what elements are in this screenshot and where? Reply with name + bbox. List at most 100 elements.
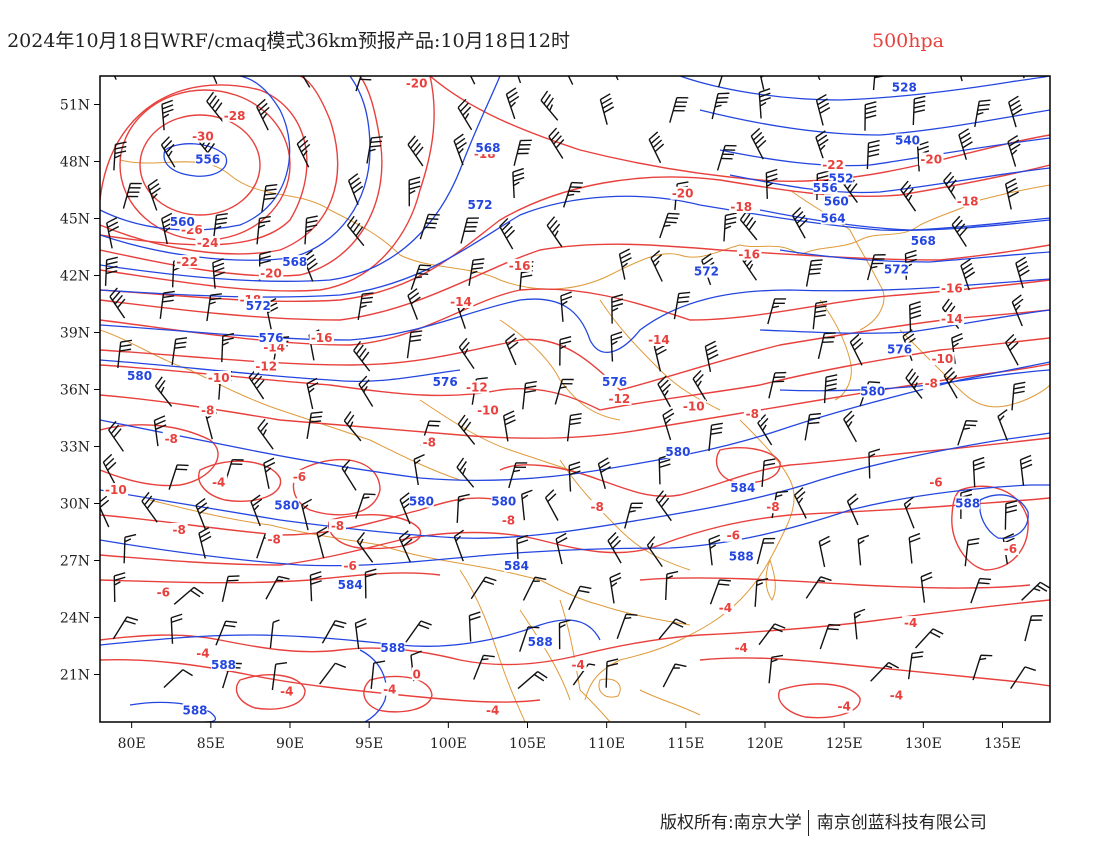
wind-barb-feather [569, 421, 581, 426]
wind-barb [457, 98, 473, 131]
contour-label: 572 [694, 265, 719, 279]
wind-barb [974, 99, 991, 128]
wind-barb-feather [302, 504, 309, 510]
contour-label-bg [194, 646, 212, 660]
wind-barb-feather [665, 221, 677, 224]
wind-barb-feather [905, 249, 917, 255]
wind-barb [723, 212, 737, 242]
wind-barb [406, 330, 423, 359]
wind-barb-feather [305, 228, 313, 233]
wind-barb [154, 376, 173, 407]
wind-barb [562, 181, 583, 208]
contour-label: 568 [911, 234, 936, 248]
wind-barb [908, 532, 921, 564]
contour-label: -6 [293, 470, 306, 484]
wind-barb-feather [407, 68, 413, 72]
contour-label: -22 [822, 158, 844, 172]
wind-barb-feather [412, 142, 421, 153]
wind-barb-staff [1022, 76, 1025, 79]
wind-barb-feather [109, 57, 118, 64]
wind-barb-feather [678, 291, 691, 295]
wind-barb-feather [1010, 143, 1021, 151]
copyright-owner: 版权所有:南京大学 [660, 813, 802, 833]
wind-barb-feather [849, 183, 858, 193]
contour-label-bg [170, 523, 188, 536]
wind-barb-feather [961, 262, 973, 271]
wind-barb-feather [521, 489, 533, 495]
wind-barb-feather [867, 153, 880, 158]
wind-barb [662, 408, 675, 441]
wind-barb [805, 576, 832, 599]
lat-tick-label: 24N [60, 611, 90, 627]
wind-barb-feather [745, 217, 754, 228]
wind-barb-feather [307, 382, 319, 389]
contour-label: 568 [475, 141, 500, 155]
wind-barb-feather [570, 413, 582, 417]
wind-barb-feather [365, 572, 377, 578]
wind-barb-feather [308, 387, 315, 393]
lon-tick-label: 110E [588, 736, 625, 752]
wind-barb-feather [705, 340, 716, 347]
wind-barb-feather [771, 658, 778, 663]
wind-barb [624, 502, 643, 529]
wind-barb-feather [408, 190, 416, 195]
contour-label-bg [507, 258, 532, 272]
wind-barb-feather [663, 390, 669, 397]
wind-barb-feather [546, 216, 556, 226]
wind-barb [868, 448, 881, 479]
wind-barb-feather [108, 225, 120, 233]
wind-barb-feather [854, 608, 866, 615]
wind-barb-feather [368, 148, 376, 152]
wind-barb-feather [504, 419, 516, 426]
wind-barb-feather [253, 504, 260, 511]
temp-contour--6e [951, 485, 1029, 571]
wind-barb-feather [212, 65, 221, 72]
contour-label-bg [409, 494, 434, 508]
wind-barb [611, 293, 624, 324]
wind-barb-feather [1015, 304, 1021, 311]
wind-barb-feather [418, 624, 430, 630]
wind-barb-feather [555, 138, 565, 149]
longitude-axis: 80E 85E 90E 95E 100E 105E 110E 115E 120E 125E 130E… [118, 722, 1021, 752]
wind-barb-feather [561, 295, 573, 302]
wind-barb [957, 419, 978, 446]
contour-label-bg [329, 519, 346, 533]
wind-barb-feather [958, 128, 969, 136]
temp-contour--4f [235, 674, 306, 710]
wind-barb-feather [611, 293, 624, 299]
wind-barb [664, 570, 679, 601]
wind-barb [398, 530, 413, 563]
wind-barb [568, 461, 581, 492]
contour-label-bg [380, 640, 406, 654]
height-contour-572b [779, 249, 1050, 263]
wind-barb [256, 98, 270, 131]
wind-barb [456, 493, 470, 523]
wind-barb-feather [199, 531, 211, 539]
wind-barb-feather [456, 457, 465, 468]
wind-barb-feather [361, 296, 373, 300]
wind-barb [195, 498, 209, 530]
wind-barb-feather [907, 194, 913, 202]
wind-barb-feather [359, 78, 372, 81]
wind-barb-feather [808, 272, 821, 275]
wind-barb-feather [459, 307, 465, 314]
wind-barb-feather [409, 292, 420, 301]
contour-label-bg [895, 133, 920, 147]
wind-barb-feather [719, 579, 731, 582]
wind-barb-feather [848, 497, 859, 506]
wind-barb-feather [757, 139, 767, 149]
wind-barb [767, 298, 787, 325]
contour-label: 584 [504, 559, 529, 573]
contour-label-bg [812, 181, 838, 194]
wind-barb-feather [697, 380, 702, 387]
wind-barb-feather [126, 616, 139, 621]
province-4 [559, 459, 691, 571]
coast-korea [819, 299, 852, 401]
wind-barb-feather [796, 491, 806, 500]
contour-label: -20 [406, 77, 428, 91]
wind-barb-feather [469, 611, 481, 617]
contour-label: -4 [486, 704, 499, 718]
wind-barb-feather [1005, 178, 1017, 185]
wind-barb [198, 526, 212, 559]
temp-contour--16 [100, 243, 1050, 321]
